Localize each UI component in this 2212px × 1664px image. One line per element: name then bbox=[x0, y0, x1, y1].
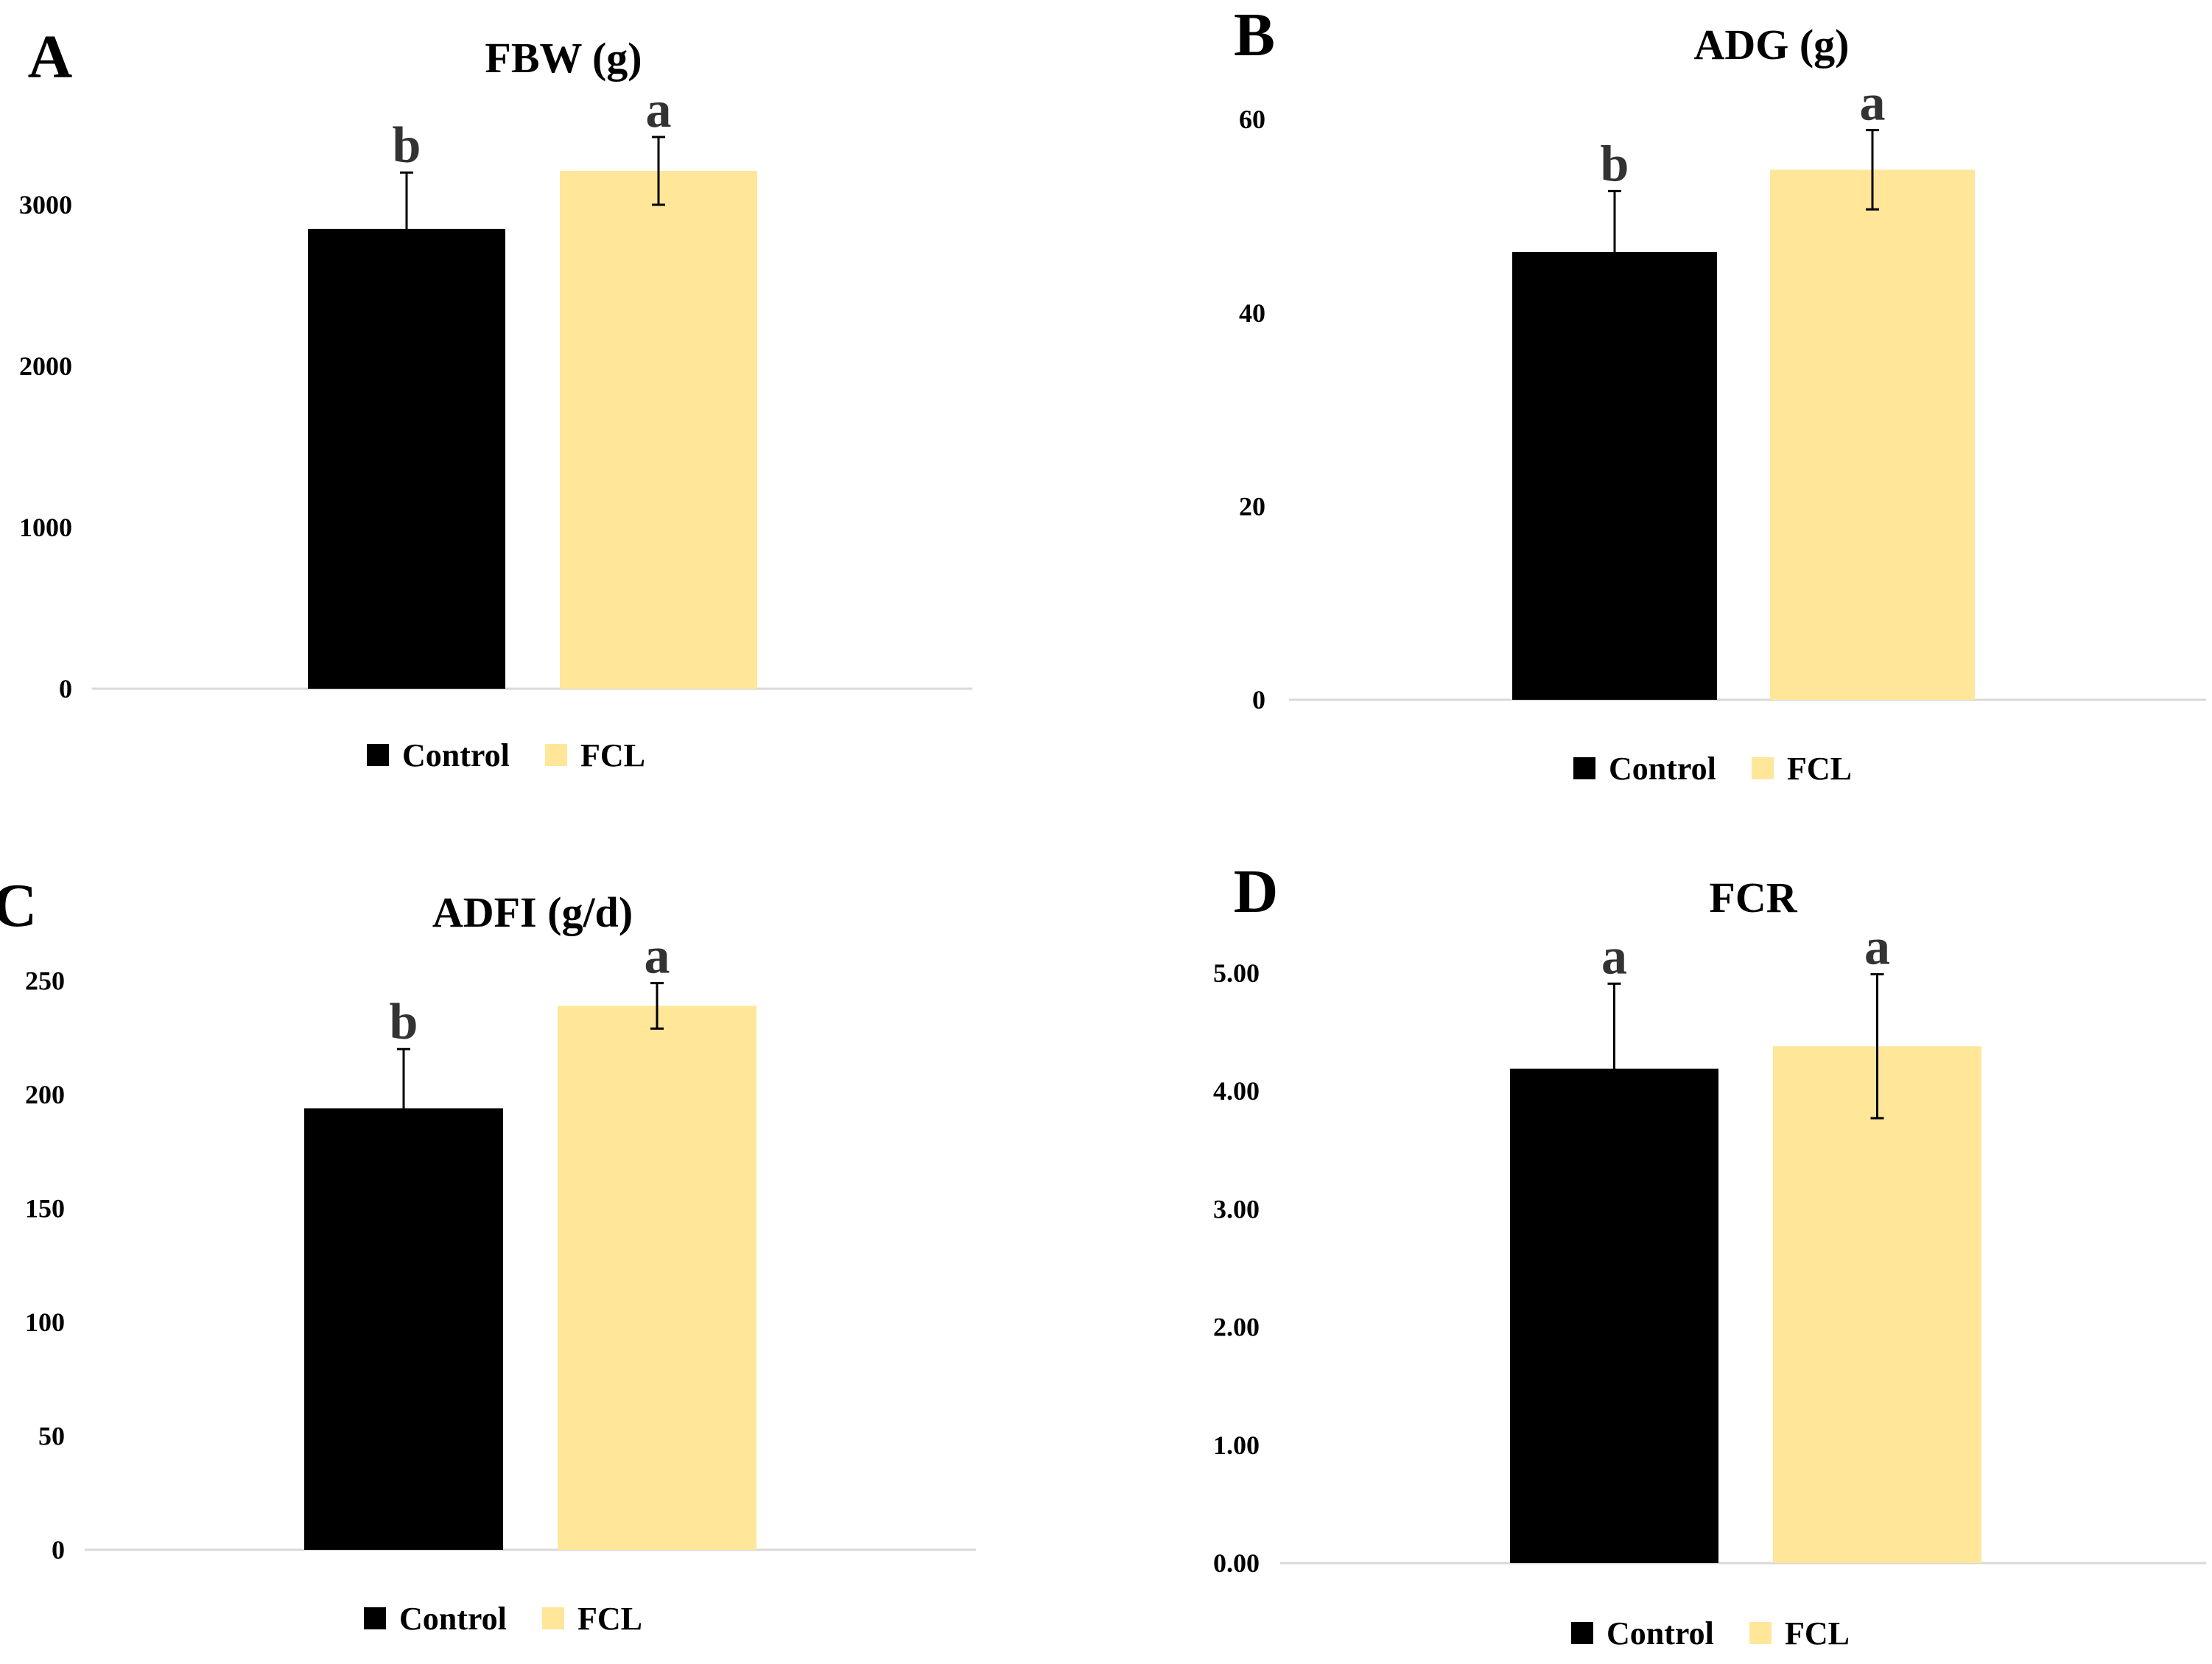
bar-control bbox=[1512, 252, 1717, 700]
significance-label: b bbox=[1601, 136, 1629, 192]
legend-label-control: Control bbox=[1609, 751, 1716, 787]
y-tick-label: 250 bbox=[25, 966, 65, 996]
chart-panel-d: D FCR 0.00 1.00 2.00 3.00 4.00 5.00 a a Control FCL bbox=[1213, 857, 2206, 1651]
legend-swatch-control bbox=[1573, 757, 1595, 779]
y-tick-label: 0 bbox=[59, 674, 72, 703]
bar-fcl bbox=[1770, 169, 1975, 700]
y-tick-label: 0 bbox=[52, 1535, 65, 1565]
legend: Control FCL bbox=[367, 737, 645, 773]
legend-swatch-fcl bbox=[1752, 757, 1774, 779]
legend-label-fcl: FCL bbox=[577, 1601, 642, 1637]
legend: Control FCL bbox=[364, 1601, 642, 1637]
legend-swatch-control bbox=[364, 1607, 386, 1629]
significance-label: b bbox=[393, 117, 421, 174]
bar-fcl bbox=[560, 171, 757, 689]
panel-letter: C bbox=[0, 871, 37, 940]
significance-label: a bbox=[645, 928, 670, 985]
panel-letter: B bbox=[1234, 1, 1275, 69]
legend-label-fcl: FCL bbox=[1787, 751, 1852, 787]
y-tick-label: 3.00 bbox=[1213, 1194, 1260, 1224]
chart-panel-a: A FBW (g) 0 1000 2000 3000 b a Control FCL bbox=[19, 23, 972, 773]
legend-swatch-fcl bbox=[1749, 1622, 1772, 1644]
chart-panel-b: B ADG (g) 0 20 40 60 b a Control FCL bbox=[1234, 1, 2206, 787]
legend: Control FCL bbox=[1573, 751, 1852, 787]
chart-title: FBW (g) bbox=[485, 34, 642, 82]
y-tick-label: 1000 bbox=[19, 513, 72, 542]
legend-label-control: Control bbox=[399, 1601, 507, 1637]
legend-swatch-control bbox=[367, 744, 389, 766]
y-tick-label: 50 bbox=[38, 1422, 65, 1451]
legend-label-control: Control bbox=[1607, 1615, 1714, 1651]
y-tick-label: 40 bbox=[1239, 298, 1265, 328]
legend-label-control: Control bbox=[402, 737, 510, 773]
significance-label: a bbox=[1601, 928, 1627, 985]
chart-panel-c: C ADFI (g/d) 0 50 100 150 200 250 b a Control FCL bbox=[0, 871, 976, 1637]
bar-fcl bbox=[558, 1005, 756, 1550]
significance-label: b bbox=[390, 994, 418, 1050]
significance-label: a bbox=[646, 82, 672, 138]
y-tick-label: 4.00 bbox=[1213, 1076, 1260, 1106]
legend-label-fcl: FCL bbox=[580, 737, 645, 773]
y-tick-label: 1.00 bbox=[1213, 1430, 1260, 1460]
y-tick-label: 200 bbox=[25, 1080, 65, 1109]
bar-control bbox=[304, 1108, 503, 1550]
y-tick-label: 100 bbox=[25, 1307, 65, 1337]
significance-label: a bbox=[1860, 75, 1886, 132]
panel-letter: D bbox=[1234, 857, 1279, 926]
y-tick-label: 0 bbox=[1252, 685, 1265, 715]
y-tick-label: 0.00 bbox=[1213, 1548, 1260, 1578]
bar-control bbox=[308, 228, 505, 689]
legend: Control FCL bbox=[1571, 1615, 1850, 1651]
y-tick-label: 5.00 bbox=[1213, 958, 1260, 988]
chart-title: FCR bbox=[1709, 874, 1797, 921]
y-tick-label: 150 bbox=[25, 1194, 65, 1224]
y-tick-label: 60 bbox=[1239, 105, 1265, 134]
legend-swatch-fcl bbox=[542, 1607, 564, 1629]
panel-letter: A bbox=[28, 23, 73, 91]
legend-swatch-fcl bbox=[545, 744, 567, 766]
legend-label-fcl: FCL bbox=[1785, 1615, 1850, 1651]
significance-label: a bbox=[1864, 919, 1890, 976]
y-tick-label: 2000 bbox=[19, 351, 72, 381]
bar-fcl bbox=[1773, 1046, 1981, 1563]
legend-swatch-control bbox=[1571, 1622, 1593, 1644]
y-tick-label: 2.00 bbox=[1213, 1313, 1260, 1342]
chart-title: ADG (g) bbox=[1693, 21, 1849, 69]
y-tick-label: 3000 bbox=[19, 190, 72, 220]
y-tick-label: 20 bbox=[1239, 491, 1265, 521]
chart-title: ADFI (g/d) bbox=[432, 888, 633, 936]
